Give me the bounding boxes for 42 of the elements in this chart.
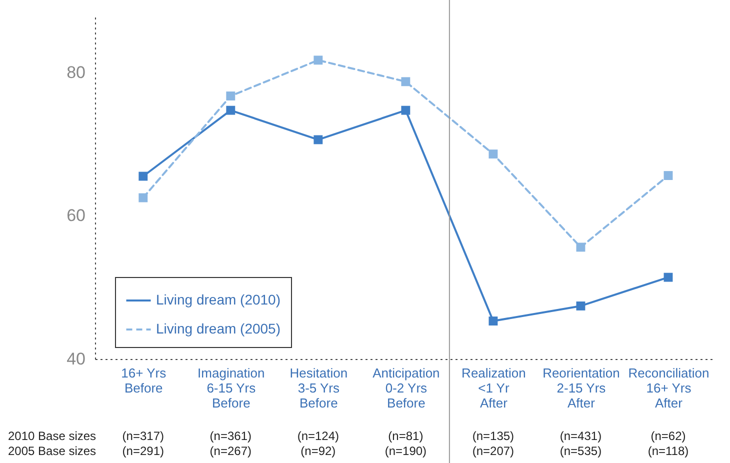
text: (n=431) (560, 429, 602, 443)
point (488, 150, 498, 159)
point (401, 77, 410, 86)
point (664, 171, 673, 180)
point (488, 316, 498, 326)
text: (n=361) (210, 429, 252, 443)
x-tick-label: 16+ Yrs Before (121, 366, 167, 396)
y-tick-label: 40 (66, 350, 86, 368)
text: (n=124) (297, 429, 340, 443)
text: (n=535) (560, 444, 602, 458)
text: (n=92) (300, 444, 336, 458)
text: (n=267) (210, 444, 252, 458)
text: (n=135) (472, 429, 514, 443)
point (314, 135, 323, 144)
text: 2005 Base sizes (8, 444, 96, 458)
text: (n=81) (388, 429, 424, 443)
x-tick-label: Reconciliation 16+ Yrs After (628, 366, 710, 410)
point (138, 172, 148, 181)
y-tick-label: 60 (66, 206, 86, 226)
x-tick-label: Imagination 6-15 Yrs Before (198, 366, 265, 410)
point (664, 272, 673, 282)
point (576, 242, 586, 252)
x-tick-label: Realization <1 Yr After (462, 366, 526, 410)
point (138, 193, 148, 202)
point (576, 301, 586, 310)
text: 2010 Base sizes (8, 429, 96, 443)
text: (n=62) (650, 429, 686, 443)
y-tick-label: 80 (66, 62, 86, 82)
x-tick-label: Hesitation 3-5 Yrs Before (290, 366, 348, 410)
text: (n=207) (472, 444, 514, 458)
text: (n=190) (384, 444, 427, 458)
legend-label: Living dream (2010) (156, 292, 281, 308)
point (226, 92, 236, 100)
x-tick-label: Anticipation 0-2 Yrs Before (372, 366, 440, 410)
text: (n=291) (122, 444, 164, 458)
point (226, 106, 236, 115)
point (314, 56, 323, 65)
text: (n=118) (648, 444, 689, 458)
x-tick-label: Reorientation 2-15 Yrs After (542, 366, 620, 410)
text: (n=317) (122, 429, 164, 443)
legend-label: Living dream (2005) (156, 320, 281, 336)
point (401, 106, 410, 115)
